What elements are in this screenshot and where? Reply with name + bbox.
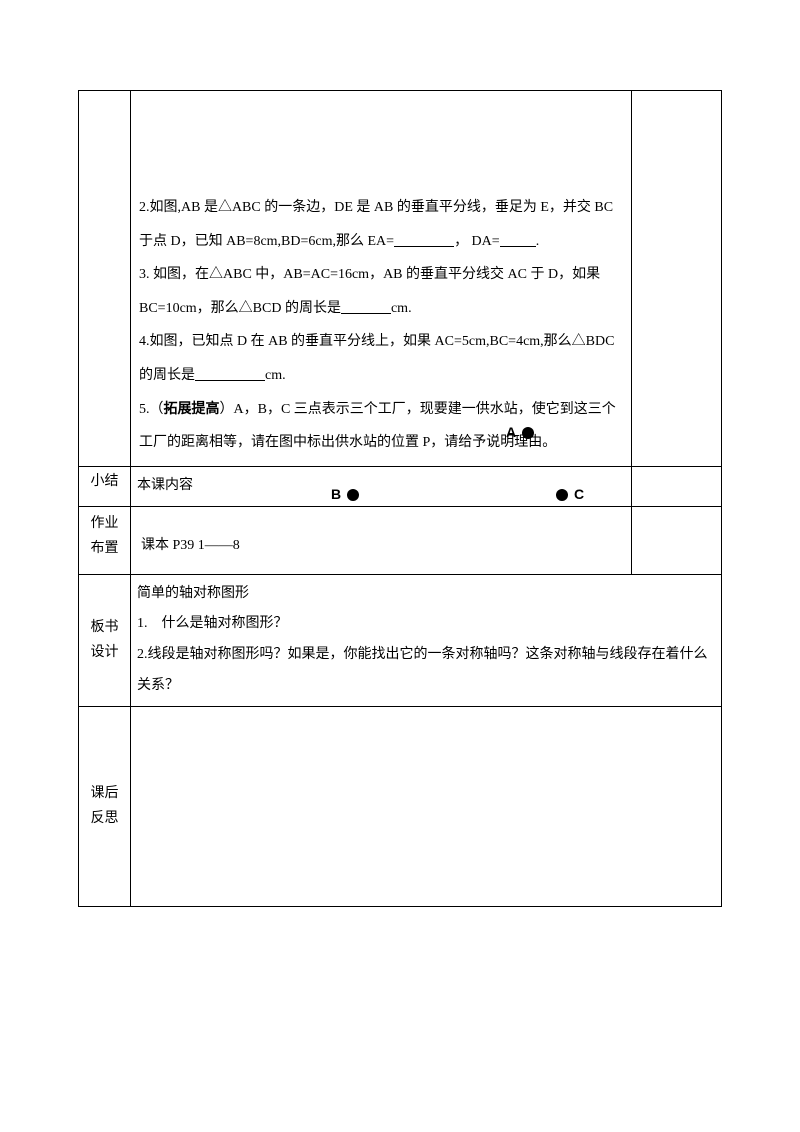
exercises-right-cell xyxy=(632,91,722,467)
board-line-1: 简单的轴对称图形 xyxy=(137,579,715,610)
reflect-row: 课后 反思 xyxy=(79,706,722,906)
question-5: 5.（拓展提高）A，B，C 三点表示三个工厂，现要建一供水站，使它到这三个工厂的… xyxy=(139,393,623,460)
homework-label-2: 布置 xyxy=(85,536,124,561)
q3-blank xyxy=(341,299,391,314)
lesson-plan-table: 2.如图,AB 是△ABC 的一条边，DE 是 AB 的垂直平分线，垂足为 E，… xyxy=(78,90,722,907)
question-4: 4.如图，已知点 D 在 AB 的垂直平分线上，如果 AC=5cm,BC=4cm… xyxy=(139,325,623,392)
exercises-row: 2.如图,AB 是△ABC 的一条边，DE 是 AB 的垂直平分线，垂足为 E，… xyxy=(79,91,722,467)
board-content-cell: 简单的轴对称图形 1. 什么是轴对称图形？ 2.线段是轴对称图形吗？如果是，你能… xyxy=(131,574,722,706)
document-page: 2.如图,AB 是△ABC 的一条边，DE 是 AB 的垂直平分线，垂足为 E，… xyxy=(0,0,800,967)
homework-label: 作业 布置 xyxy=(79,506,131,574)
homework-label-1: 作业 xyxy=(85,511,124,536)
reflect-content-cell xyxy=(131,706,722,906)
reflect-label: 课后 反思 xyxy=(79,706,131,906)
q2-blank-da xyxy=(500,232,536,247)
q2-suffix: . xyxy=(536,234,540,249)
q4-suffix: cm. xyxy=(265,368,286,383)
q4-blank xyxy=(195,366,265,381)
exercises-label-cell xyxy=(79,91,131,467)
board-label-1: 板书 xyxy=(85,615,124,640)
reflect-label-2: 反思 xyxy=(85,806,124,831)
q3-suffix: cm. xyxy=(391,301,412,316)
board-line-3: 2.线段是轴对称图形吗？如果是，你能找出它的一条对称轴吗？这条对称轴与线段存在着… xyxy=(137,640,715,702)
board-label: 板书 设计 xyxy=(79,574,131,706)
summary-row: 小结 本课内容 xyxy=(79,466,722,506)
q2-prefix: 2.如图,AB 是△ABC 的一条边，DE 是 AB 的垂直平分线，垂足为 E，… xyxy=(139,200,613,249)
question-2: 2.如图,AB 是△ABC 的一条边，DE 是 AB 的垂直平分线，垂足为 E，… xyxy=(139,191,623,258)
q2-blank-ea xyxy=(394,232,454,247)
reflect-label-1: 课后 xyxy=(85,781,124,806)
homework-right-cell xyxy=(632,506,722,574)
summary-right-cell xyxy=(632,466,722,506)
board-label-2: 设计 xyxy=(85,640,124,665)
board-row: 板书 设计 简单的轴对称图形 1. 什么是轴对称图形？ 2.线段是轴对称图形吗？… xyxy=(79,574,722,706)
q5-prefix: 5.（ xyxy=(139,402,164,417)
exercises-content-cell: 2.如图,AB 是△ABC 的一条边，DE 是 AB 的垂直平分线，垂足为 E，… xyxy=(131,91,632,467)
homework-content-cell: 课本 P39 1——8 xyxy=(131,506,632,574)
question-3: 3. 如图，在△ABC 中，AB=AC=16cm，AB 的垂直平分线交 AC 于… xyxy=(139,258,623,325)
q2-mid: ， DA= xyxy=(454,234,500,249)
homework-row: 作业 布置 课本 P39 1——8 xyxy=(79,506,722,574)
summary-label: 小结 xyxy=(79,466,131,506)
summary-content: 本课内容 xyxy=(131,466,632,506)
q5-bold: 拓展提高 xyxy=(164,402,220,417)
board-line-2: 1. 什么是轴对称图形？ xyxy=(137,609,715,640)
homework-content: 课本 P39 1——8 xyxy=(137,511,625,563)
